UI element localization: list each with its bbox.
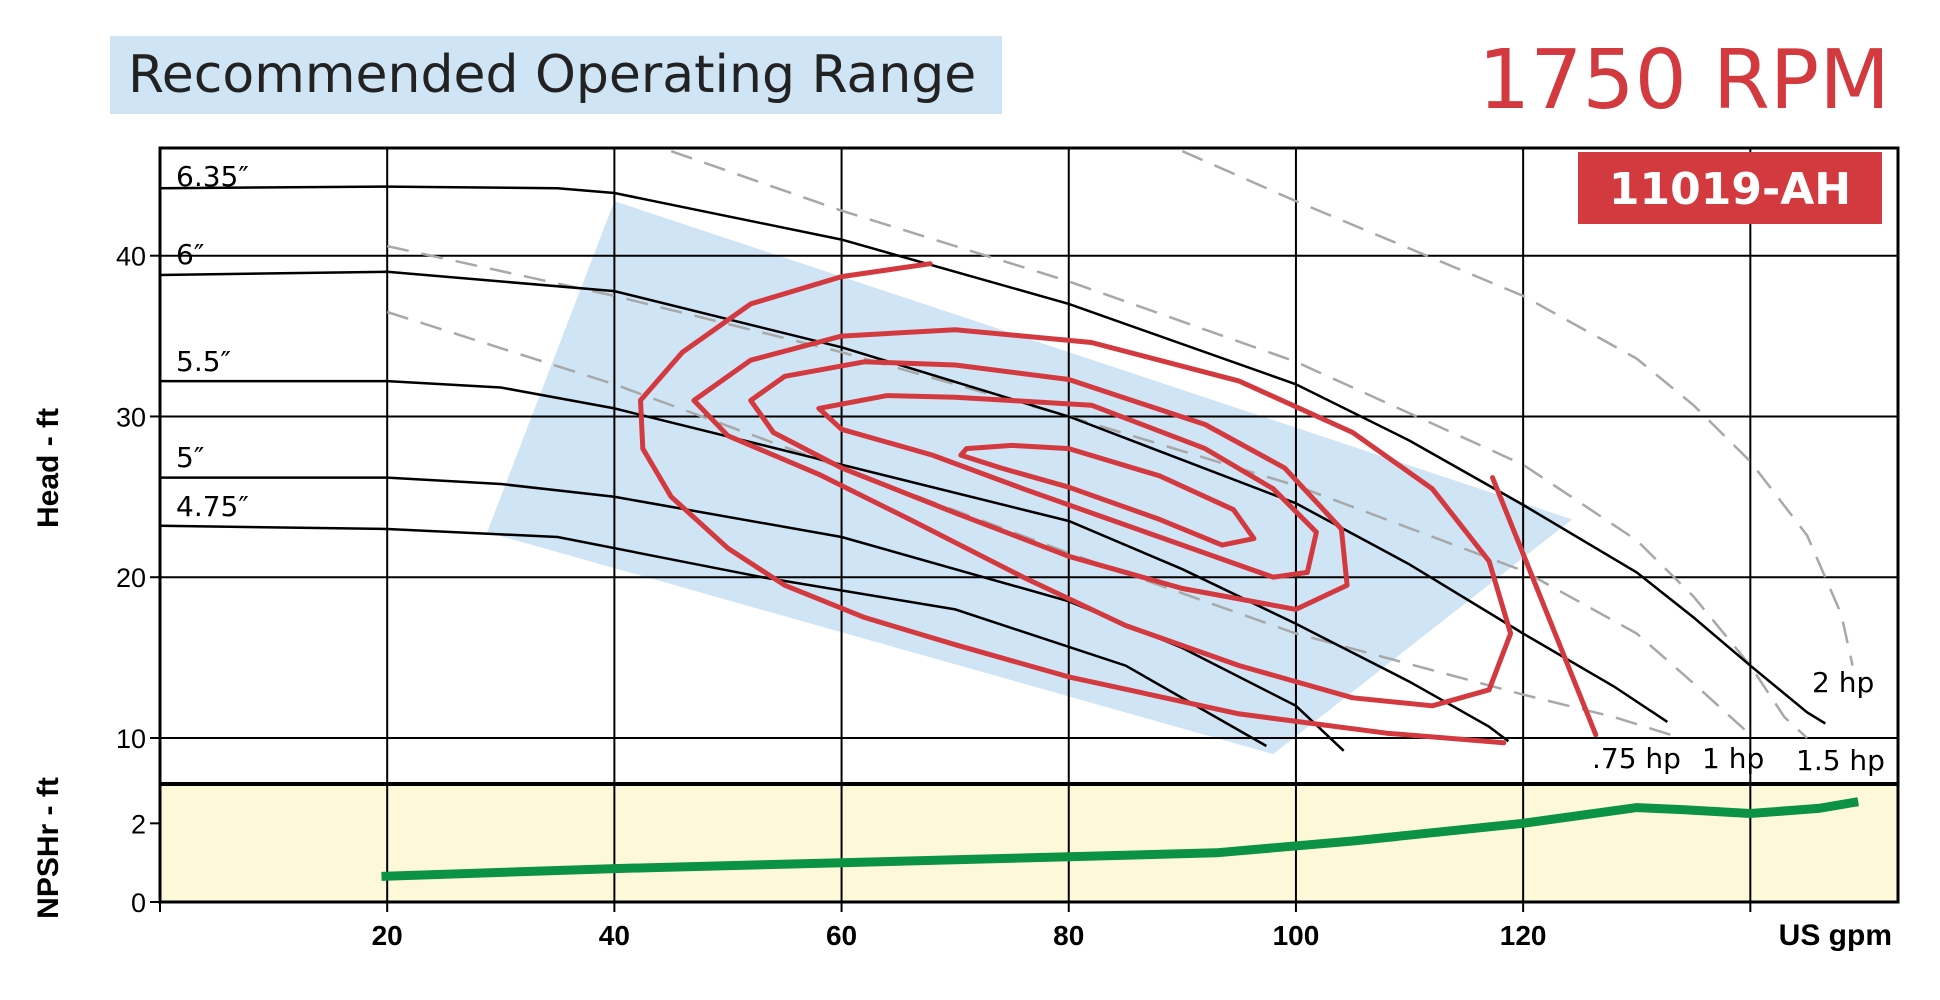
x-axis-title: US gpm xyxy=(1779,919,1892,952)
model-label: 11019-AH xyxy=(1609,164,1851,215)
npsh-curve xyxy=(381,797,1859,881)
y-axis-title: Head - ft xyxy=(32,408,65,528)
efficiency-curve-4 xyxy=(958,442,1257,548)
impeller-curve-0 xyxy=(159,185,1826,725)
impeller-label-1: 6″ xyxy=(176,238,204,271)
impeller-label-2: 5.5″ xyxy=(176,345,231,378)
npsh-tick-label-0: 0 xyxy=(131,888,146,918)
hp-label-1: 1 hp xyxy=(1702,742,1764,775)
hp-label-0: .75 hp xyxy=(1592,742,1681,775)
impeller-curve-3 xyxy=(160,476,1345,752)
hp-label-2: 1.5 hp xyxy=(1796,744,1885,777)
efficiency-curve-0 xyxy=(638,261,1507,746)
hp-curve-0 xyxy=(386,310,1672,736)
x-tick-label-40: 40 xyxy=(599,920,630,951)
x-tick-label-120: 120 xyxy=(1500,920,1547,951)
impeller-label-4: 4.75″ xyxy=(176,490,249,523)
hp-curve-2 xyxy=(670,150,1808,739)
hp-label-3: 2 hp xyxy=(1812,666,1874,699)
impeller-label-3: 5″ xyxy=(176,441,204,474)
y-tick-label-20: 20 xyxy=(116,563,146,593)
impeller-curve-1 xyxy=(159,270,1669,723)
speed-label: 1750 RPM xyxy=(1478,33,1890,128)
x-tick-label-80: 80 xyxy=(1053,920,1084,951)
efficiency-curve-2 xyxy=(748,359,1350,612)
npsh-tick-label-2: 2 xyxy=(131,809,146,839)
x-tick-label-20: 20 xyxy=(372,920,403,951)
model-badge xyxy=(1578,152,1882,224)
x-tick-label-60: 60 xyxy=(826,920,857,951)
npsh-panel-background xyxy=(160,784,1898,902)
max-flow-line xyxy=(1490,475,1599,738)
y-tick-label-10: 10 xyxy=(116,724,146,754)
efficiency-curve-3 xyxy=(816,393,1319,580)
impeller-label-0: 6.35″ xyxy=(176,160,249,193)
efficiency-curve-1 xyxy=(691,327,1514,709)
plot-frame xyxy=(158,146,1900,904)
y-tick-label-30: 30 xyxy=(116,402,146,432)
y-tick-label-40: 40 xyxy=(116,242,146,272)
x-tick-label-100: 100 xyxy=(1273,920,1320,951)
chart-title: Recommended Operating Range xyxy=(128,45,976,105)
impeller-curve-4 xyxy=(159,524,1268,748)
title-box xyxy=(110,36,1002,114)
impeller-curve-2 xyxy=(160,379,1510,743)
npsh-axis-title: NPSHr - ft xyxy=(32,777,65,919)
hp-curve-3 xyxy=(1181,150,1854,666)
